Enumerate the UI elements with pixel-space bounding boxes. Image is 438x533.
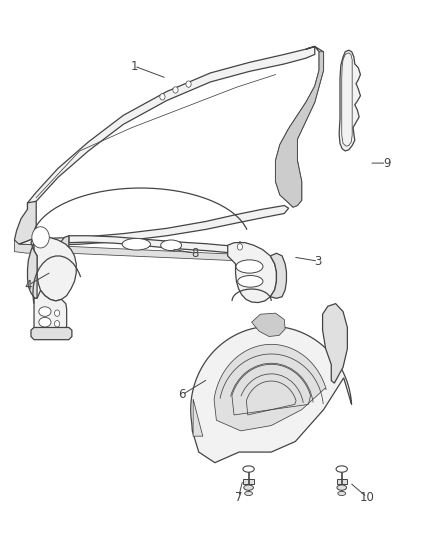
Text: 10: 10 (360, 491, 374, 504)
Polygon shape (276, 46, 323, 207)
Polygon shape (31, 327, 72, 340)
Ellipse shape (243, 466, 254, 472)
Ellipse shape (39, 307, 51, 317)
Text: 6: 6 (178, 389, 186, 401)
Polygon shape (193, 399, 203, 436)
Ellipse shape (122, 238, 150, 250)
Polygon shape (339, 50, 360, 151)
Polygon shape (237, 241, 243, 252)
Polygon shape (19, 206, 289, 245)
Polygon shape (61, 236, 69, 253)
Polygon shape (47, 241, 55, 246)
Polygon shape (51, 240, 59, 245)
Polygon shape (214, 344, 326, 431)
Ellipse shape (238, 276, 263, 287)
Polygon shape (336, 479, 347, 484)
Polygon shape (28, 236, 37, 300)
Polygon shape (191, 326, 352, 463)
Polygon shape (69, 236, 247, 255)
Text: 1: 1 (131, 60, 138, 72)
Text: 4: 4 (25, 279, 32, 292)
Ellipse shape (245, 491, 253, 496)
Polygon shape (69, 246, 247, 261)
Ellipse shape (39, 317, 51, 327)
Polygon shape (244, 479, 254, 484)
Circle shape (186, 81, 191, 87)
Circle shape (160, 94, 165, 100)
Polygon shape (276, 52, 323, 207)
Polygon shape (34, 228, 43, 246)
Polygon shape (34, 290, 67, 334)
Circle shape (32, 227, 49, 248)
Ellipse shape (161, 240, 182, 251)
Ellipse shape (244, 485, 253, 490)
Text: 9: 9 (383, 157, 390, 169)
Polygon shape (252, 313, 285, 336)
Polygon shape (14, 201, 36, 244)
Polygon shape (28, 46, 315, 209)
Text: 8: 8 (191, 247, 199, 260)
Text: 7: 7 (235, 491, 242, 504)
Circle shape (54, 320, 60, 327)
Polygon shape (322, 304, 347, 383)
Ellipse shape (236, 260, 263, 273)
Circle shape (54, 310, 60, 317)
Text: 3: 3 (314, 255, 322, 268)
Ellipse shape (338, 491, 346, 496)
Ellipse shape (337, 485, 346, 490)
Polygon shape (228, 243, 276, 303)
Circle shape (237, 244, 243, 250)
Circle shape (173, 87, 178, 93)
Ellipse shape (336, 466, 347, 472)
Polygon shape (270, 253, 286, 298)
Polygon shape (14, 240, 45, 253)
Polygon shape (34, 236, 76, 301)
